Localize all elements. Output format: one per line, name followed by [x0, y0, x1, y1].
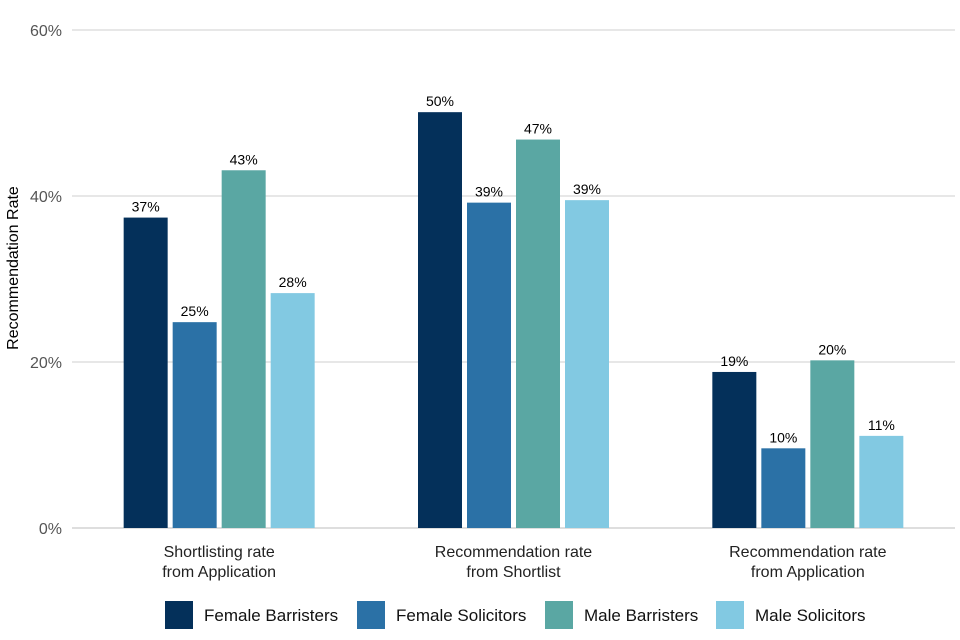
data-label: 19%	[720, 353, 748, 369]
bar	[270, 293, 315, 528]
x-category-label: Recommendation rate	[435, 544, 593, 561]
data-label: 11%	[868, 417, 895, 433]
legend-swatch	[357, 601, 385, 629]
data-label: 28%	[279, 274, 307, 290]
bar	[859, 435, 904, 528]
legend-label: Male Barristers	[584, 606, 698, 625]
legend-label: Female Barristers	[204, 606, 338, 625]
legend-swatch	[716, 601, 744, 629]
data-label: 50%	[426, 93, 454, 109]
bar	[810, 360, 855, 528]
legend-swatch	[545, 601, 573, 629]
legend-swatch	[165, 601, 193, 629]
data-label: 39%	[475, 184, 503, 200]
data-label: 39%	[573, 181, 601, 197]
y-tick-label: 60%	[30, 23, 62, 40]
legend-label: Male Solicitors	[755, 606, 866, 625]
legend-label: Female Solicitors	[396, 606, 526, 625]
y-tick-label: 0%	[39, 521, 62, 538]
bar	[123, 217, 168, 528]
data-label: 37%	[132, 199, 160, 215]
data-label: 43%	[230, 151, 258, 167]
bar	[712, 371, 757, 528]
x-category-label: from Application	[162, 564, 276, 581]
data-label: 20%	[818, 341, 846, 357]
data-label: 25%	[181, 303, 209, 319]
x-category-label: Shortlisting rate	[164, 544, 275, 561]
data-label: 47%	[524, 121, 552, 137]
y-tick-label: 20%	[30, 355, 62, 372]
data-label: 10%	[769, 429, 797, 445]
x-category-label: Recommendation rate	[729, 544, 887, 561]
bar	[467, 202, 511, 528]
bar	[565, 200, 609, 528]
y-axis-title: Recommendation Rate	[5, 186, 22, 350]
y-tick-label: 40%	[30, 189, 62, 206]
bar	[172, 322, 217, 528]
bar	[516, 139, 560, 528]
bar	[221, 170, 266, 528]
bar	[761, 448, 806, 528]
bar	[418, 112, 462, 529]
x-category-label: from Shortlist	[466, 564, 561, 581]
x-category-label: from Application	[751, 564, 865, 581]
